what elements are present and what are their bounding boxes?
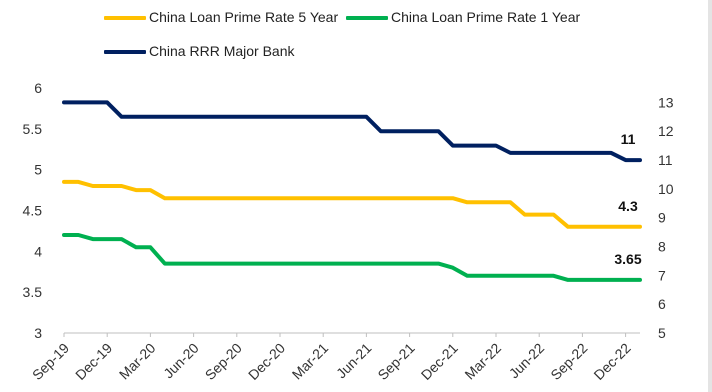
series-line-1 [62, 179, 642, 229]
series-end-label-3: 11 [621, 131, 636, 147]
x-tick-label: Mar-21 [289, 340, 332, 383]
x-tick-label: Jun-22 [506, 340, 548, 382]
legend-item-rrr: China RRR Major Bank [104, 43, 295, 59]
y-right-tick-label: 9 [658, 210, 666, 226]
series-end-label-2: 3.65 [614, 251, 641, 267]
y-left-tick-label: 5 [34, 162, 42, 178]
series-layer [62, 100, 642, 282]
legend-item-lpr-1y: China Loan Prime Rate 1 Year [346, 9, 580, 25]
legend-swatch-lpr-1y [346, 16, 389, 21]
legend-item-lpr-5y: China Loan Prime Rate 5 Year [104, 9, 338, 25]
x-tick-label: Jun-20 [160, 340, 202, 382]
chart-legend-row-1: China Loan Prime Rate 5 Year China Loan … [104, 9, 580, 25]
y-left-tick-label: 5.5 [23, 121, 43, 137]
legend-label-lpr-5y: China Loan Prime Rate 5 Year [149, 9, 339, 25]
x-tick-label: Dec-22 [590, 340, 633, 383]
series-line-3 [62, 100, 642, 163]
x-tick-label: Dec-21 [418, 340, 461, 383]
y-right-tick-label: 13 [658, 94, 674, 110]
y-right-tick-label: 11 [658, 152, 673, 168]
x-tick-label: Dec-20 [245, 340, 288, 383]
y-right-tick-label: 5 [658, 325, 666, 341]
y-right-tick-label: 6 [658, 296, 666, 312]
series-end-label-1: 4.3 [618, 198, 638, 214]
legend-label-rrr: China RRR Major Bank [149, 43, 295, 59]
window-edge [708, 0, 712, 392]
x-tick-label: Sep-20 [202, 340, 245, 383]
labels-layer: 4.3 3.65 11 [614, 131, 641, 267]
y-left-tick-label: 6 [34, 80, 42, 96]
x-tick-label: Sep-19 [29, 340, 72, 383]
y-right-tick-label: 8 [658, 239, 666, 255]
legend-swatch-rrr [104, 50, 146, 55]
y-left-tick-label: 4 [34, 243, 42, 259]
series-line-2 [62, 233, 642, 282]
y-left-tick-label: 3 [34, 325, 42, 341]
chart-legend-row-2: China RRR Major Bank [104, 43, 295, 59]
legend-swatch-lpr-5y [104, 16, 146, 21]
y-right-tick-label: 12 [658, 123, 674, 139]
y-right-tick-label: 10 [658, 181, 674, 197]
y-right-tick-label: 7 [658, 267, 666, 283]
x-tick-label: Mar-20 [116, 340, 159, 383]
y-left-tick-label: 3.5 [23, 284, 43, 300]
x-tick-label: Sep-21 [374, 340, 417, 383]
legend-label-lpr-1y: China Loan Prime Rate 1 Year [391, 9, 581, 25]
y-left-tick-label: 4.5 [23, 203, 43, 219]
x-tick-label: Mar-22 [461, 340, 504, 383]
x-tick-label: Dec-19 [72, 340, 115, 383]
x-tick-label: Jun-21 [333, 340, 375, 382]
x-tick-label: Sep-22 [547, 340, 590, 383]
